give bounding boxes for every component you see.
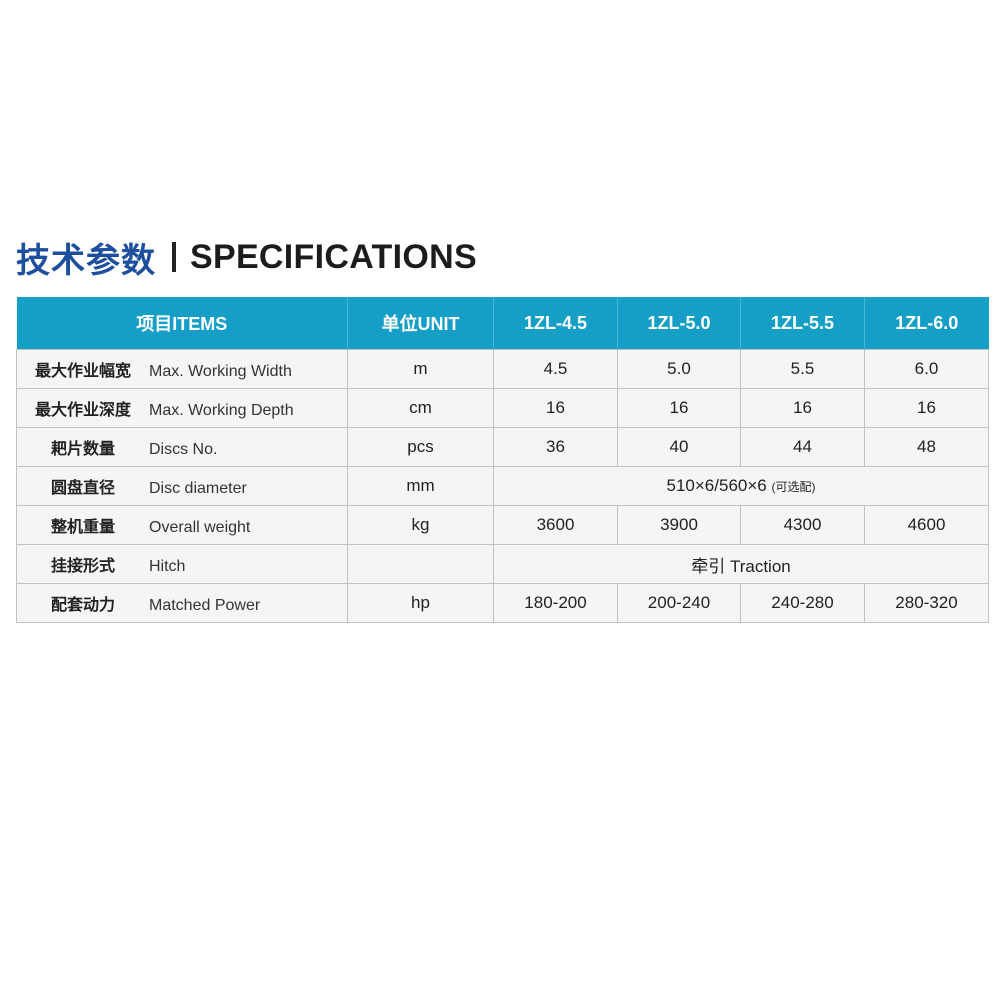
- value-cell: 280-320: [864, 583, 989, 623]
- merged-note: (可选配): [771, 480, 816, 494]
- value-cell: 3600: [493, 505, 618, 545]
- column-header: 1ZL-5.0: [617, 297, 741, 350]
- page-title: 技术参数 SPECIFICATIONS: [16, 234, 477, 280]
- item-name-cn: 配套动力: [50, 597, 115, 614]
- column-header: 1ZL-5.5: [740, 297, 865, 350]
- value-cell: 240-280: [740, 583, 865, 623]
- table-row: 挂接形式 Hitch 牵引 Traction: [16, 544, 989, 584]
- value-cell: 6.0: [864, 349, 989, 389]
- title-en: SPECIFICATIONS: [190, 237, 477, 276]
- item-name-en: Overall weight: [149, 519, 251, 536]
- item-name-cn: 最大作业深度: [34, 402, 131, 419]
- value-cell: 36: [493, 427, 618, 467]
- item-cell: 挂接形式 Hitch: [16, 544, 348, 584]
- merged-value: 510×6/560×6: [666, 476, 767, 495]
- value-cell: 40: [617, 427, 741, 467]
- value-cell: 180-200: [493, 583, 618, 623]
- item-name-cn: 圆盘直径: [50, 480, 115, 497]
- value-cell: 4.5: [493, 349, 618, 389]
- item-cell: 最大作业幅宽 Max. Working Width: [16, 349, 348, 389]
- table-row: 最大作业幅宽 Max. Working Width m 4.5 5.0 5.5 6.0: [16, 349, 989, 389]
- unit-cell: kg: [347, 505, 494, 545]
- column-header: 1ZL-6.0: [864, 297, 989, 350]
- value-cell: 5.0: [617, 349, 741, 389]
- unit-cell: pcs: [347, 427, 494, 467]
- value-cell: 44: [740, 427, 865, 467]
- table-row: 配套动力 Matched Power hp 180-200 200-240 240-280…: [16, 583, 989, 623]
- table-header-row: 项目ITEMS 单位UNIT 1ZL-4.5 1ZL-5.0 1ZL-5.5 1ZL-6.…: [16, 297, 989, 350]
- column-header: 单位UNIT: [347, 297, 494, 350]
- value-cell: 5.5: [740, 349, 865, 389]
- item-cell: 整机重量 Overall weight: [16, 505, 348, 545]
- item-name-cn: 耙片数量: [50, 441, 115, 458]
- table-row: 耙片数量 Discs No. pcs 36 40 44 48: [16, 427, 989, 467]
- unit-cell: cm: [347, 388, 494, 428]
- table-row: 圆盘直径 Disc diameter mm 510×6/560×6 (可选配): [16, 466, 989, 506]
- unit-cell: m: [347, 349, 494, 389]
- item-cell: 耙片数量 Discs No.: [16, 427, 348, 467]
- unit-cell: mm: [347, 466, 494, 506]
- value-cell: 4600: [864, 505, 989, 545]
- merged-value-cell: 510×6/560×6 (可选配): [493, 466, 989, 506]
- item-name-en: Hitch: [149, 558, 186, 575]
- item-name-cn: 整机重量: [50, 519, 115, 536]
- table-row: 整机重量 Overall weight kg 3600 3900 4300 4600: [16, 505, 989, 545]
- item-name-en: Max. Working Width: [149, 363, 292, 380]
- table-row: 最大作业深度 Max. Working Depth cm 16 16 16 16: [16, 388, 989, 428]
- unit-cell: hp: [347, 583, 494, 623]
- unit-cell: [347, 544, 494, 584]
- item-cell: 最大作业深度 Max. Working Depth: [16, 388, 348, 428]
- title-cn: 技术参数: [16, 241, 156, 280]
- value-cell: 48: [864, 427, 989, 467]
- item-name-en: Disc diameter: [149, 480, 247, 497]
- value-cell: 200-240: [617, 583, 741, 623]
- item-name-cn: 挂接形式: [50, 558, 115, 575]
- value-cell: 16: [493, 388, 618, 428]
- item-name-en: Matched Power: [149, 597, 261, 614]
- value-cell: 16: [617, 388, 741, 428]
- merged-value-cell: 牵引 Traction: [493, 544, 989, 584]
- item-cell: 配套动力 Matched Power: [16, 583, 348, 623]
- item-name-en: Discs No.: [149, 441, 218, 458]
- title-divider: [172, 242, 176, 272]
- item-name-en: Max. Working Depth: [149, 402, 294, 419]
- value-cell: 3900: [617, 505, 741, 545]
- item-name-cn: 最大作业幅宽: [34, 363, 131, 380]
- value-cell: 4300: [740, 505, 865, 545]
- item-cell: 圆盘直径 Disc diameter: [16, 466, 348, 506]
- column-header: 1ZL-4.5: [493, 297, 618, 350]
- value-cell: 16: [740, 388, 865, 428]
- column-header: 项目ITEMS: [16, 297, 348, 350]
- merged-value: 牵引 Traction: [691, 556, 791, 576]
- value-cell: 16: [864, 388, 989, 428]
- specifications-table: 项目ITEMS 单位UNIT 1ZL-4.5 1ZL-5.0 1ZL-5.5 1ZL-6.…: [16, 297, 989, 623]
